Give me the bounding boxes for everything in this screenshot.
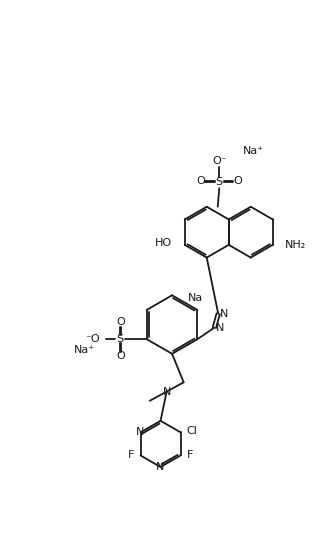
- Text: S: S: [216, 177, 223, 187]
- Text: N: N: [136, 427, 145, 437]
- Text: N: N: [220, 309, 229, 319]
- Text: F: F: [187, 451, 193, 461]
- Text: N: N: [162, 386, 171, 396]
- Text: O⁻: O⁻: [212, 155, 227, 165]
- Text: Na: Na: [188, 292, 203, 302]
- Text: N: N: [216, 322, 225, 332]
- Text: S: S: [116, 334, 123, 344]
- Text: ⁻O: ⁻O: [85, 334, 100, 344]
- Text: Na⁺: Na⁺: [243, 147, 265, 157]
- Text: HO: HO: [155, 238, 172, 248]
- Text: O: O: [116, 351, 125, 361]
- Text: Cl: Cl: [186, 426, 197, 436]
- Text: Na⁺: Na⁺: [74, 345, 95, 355]
- Text: F: F: [128, 451, 134, 461]
- Text: NH₂: NH₂: [285, 240, 306, 250]
- Text: O: O: [234, 176, 242, 186]
- Text: O: O: [196, 176, 205, 186]
- Text: N: N: [156, 462, 165, 472]
- Text: O: O: [116, 317, 125, 327]
